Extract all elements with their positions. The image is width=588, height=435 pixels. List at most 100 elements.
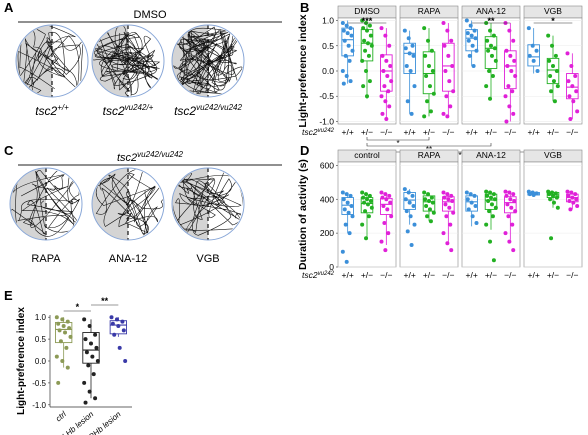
x-tick-label: +/+	[342, 127, 354, 137]
data-point	[472, 193, 477, 198]
data-point	[406, 36, 411, 41]
data-point	[485, 193, 490, 198]
y-tick-label: 0.5	[35, 335, 47, 344]
data-point	[474, 48, 479, 53]
data-point	[348, 26, 353, 31]
data-point	[575, 204, 580, 209]
data-point	[379, 239, 384, 244]
data-point	[444, 214, 449, 219]
data-point	[445, 114, 450, 119]
data-point	[423, 197, 428, 202]
data-point	[441, 231, 446, 236]
data-point	[384, 197, 389, 202]
data-point	[487, 209, 492, 214]
x-tick-label: −/−	[442, 127, 454, 137]
x-tick-label: −/−	[442, 270, 454, 280]
data-point	[387, 104, 392, 109]
data-point	[54, 354, 59, 359]
data-point	[465, 197, 470, 202]
data-point	[443, 202, 448, 207]
data-point	[445, 241, 450, 246]
y-tick-label: 400	[320, 194, 334, 204]
data-point	[484, 189, 489, 194]
data-point	[504, 193, 509, 198]
data-point	[504, 48, 509, 53]
data-point	[427, 84, 432, 89]
x-tick-label: +/+	[528, 127, 540, 137]
data-point	[488, 96, 493, 101]
data-point	[367, 23, 372, 28]
data-point	[487, 69, 492, 73]
data-point	[87, 389, 92, 394]
y-tick-label: 600	[320, 160, 334, 170]
x-tick-label: +/+	[528, 270, 540, 280]
data-point	[464, 190, 469, 195]
data-point	[345, 31, 350, 36]
data-point	[340, 69, 345, 73]
box	[465, 29, 478, 52]
data-point	[349, 204, 354, 209]
data-point	[526, 26, 531, 31]
genotype-row-label: tsc2vu242	[302, 127, 335, 137]
facet-title: ANA-12	[476, 150, 506, 160]
data-point	[511, 111, 516, 116]
data-point	[551, 79, 556, 84]
data-point	[470, 43, 475, 48]
data-point	[427, 198, 431, 203]
significance-label: **	[101, 296, 109, 306]
data-point	[89, 341, 93, 346]
data-point	[344, 259, 349, 264]
data-point	[412, 84, 417, 89]
data-point	[566, 79, 571, 84]
data-point	[116, 323, 121, 328]
data-point	[348, 79, 353, 84]
arena-a-genotype-label: tsc2vu242/vu242	[174, 103, 242, 118]
between-facet-label: *	[458, 151, 461, 160]
data-point	[347, 58, 352, 63]
data-point	[549, 89, 554, 94]
data-point	[469, 200, 474, 205]
genotype-sup: vu242/vu242	[196, 103, 242, 112]
box	[82, 332, 100, 364]
data-point	[379, 26, 384, 31]
data-point	[350, 48, 355, 53]
data-point	[552, 99, 557, 104]
data-point	[406, 190, 411, 195]
y-tick-label: -1.0	[319, 116, 334, 126]
data-point	[535, 69, 540, 73]
data-point	[83, 400, 88, 405]
arena-trajectory	[95, 169, 163, 239]
data-point	[383, 248, 388, 253]
data-point	[95, 359, 100, 363]
x-tick-label: +/−	[423, 127, 435, 137]
data-point	[507, 104, 512, 109]
data-point	[446, 197, 451, 202]
data-point	[68, 334, 73, 339]
data-point	[348, 193, 353, 198]
facet-panel	[523, 161, 583, 268]
data-point	[469, 33, 474, 38]
x-tick-label: −/−	[566, 127, 578, 137]
data-point	[388, 200, 393, 205]
data-point	[364, 236, 369, 241]
arena-dark-half	[16, 25, 52, 97]
facet-title: RAPA	[418, 6, 441, 16]
data-point	[549, 236, 554, 241]
data-point	[368, 198, 373, 203]
data-point	[84, 350, 89, 355]
arena-c-treatment-label: RAPA	[31, 253, 61, 265]
arena-a-genotype-label: tsc2vu242/+	[103, 103, 154, 118]
facet-title: DMSO	[354, 6, 380, 16]
box	[422, 51, 436, 95]
data-point	[346, 210, 351, 215]
y-tick-label: 1.0	[322, 16, 334, 26]
between-facet-bracket	[366, 143, 492, 147]
chart-b: Light-preference index 1.00.50.0-0.5-1.0D…	[297, 5, 583, 160]
data-point	[402, 28, 407, 33]
data-point	[344, 23, 349, 28]
data-point	[387, 193, 392, 198]
data-point	[491, 258, 496, 263]
data-point	[555, 205, 560, 210]
data-point	[82, 380, 87, 385]
